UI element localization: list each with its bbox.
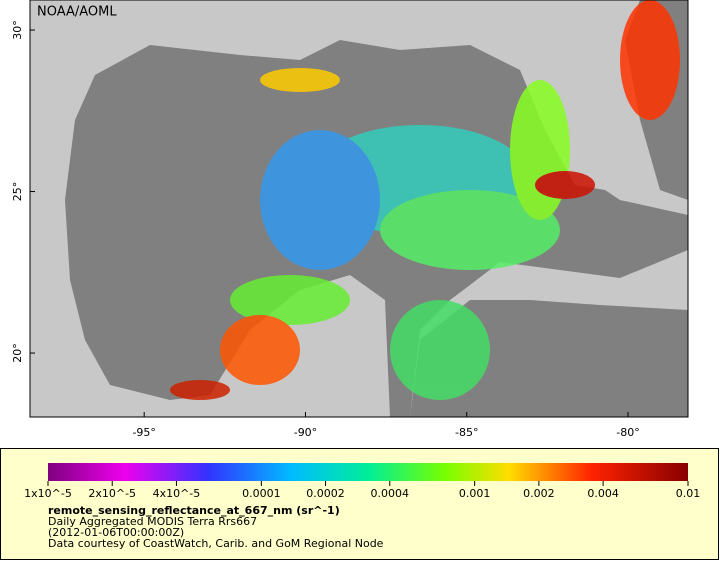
x-tick-label: -80° — [616, 426, 639, 439]
x-tick-label: -85° — [455, 426, 478, 439]
colorbar-tick-label: 0.0004 — [371, 487, 410, 500]
colorbar-tick-label: 2x10^-5 — [88, 487, 136, 500]
colorbar-tick-label: 0.002 — [523, 487, 555, 500]
x-tick-label: -90° — [294, 426, 317, 439]
legend-line: (2012-01-06T00:00:00Z) — [48, 526, 184, 539]
map — [30, 0, 688, 417]
colorbar-tick-label: 4x10^-5 — [153, 487, 201, 500]
map-frame — [29, 0, 689, 418]
credit: NOAA/AOML — [37, 5, 117, 20]
colorbar-tick-label: 1x10^-5 — [24, 487, 72, 500]
reflectance-field — [170, 0, 680, 400]
y-tick-label: 30° — [11, 20, 24, 40]
legend-line: Data courtesy of CoastWatch, Carib. and … — [48, 537, 384, 550]
colorbar-tick-label: 0.01 — [676, 487, 701, 500]
colorbar-tick-label: 0.004 — [587, 487, 619, 500]
colorbar-tick-label: 0.0001 — [242, 487, 281, 500]
colorbar-tick-label: 0.001 — [459, 487, 491, 500]
x-tick-label: -95° — [132, 426, 155, 439]
colorbar-tick-label: 0.0002 — [306, 487, 345, 500]
legend-line: Daily Aggregated MODIS Terra Rrs667 — [48, 515, 257, 528]
y-tick-label: 20° — [11, 343, 24, 363]
colorbar — [48, 463, 688, 481]
y-tick-label: 25° — [11, 182, 24, 202]
variable-name: remote_sensing_reflectance_at_667_nm (sr… — [48, 504, 340, 517]
